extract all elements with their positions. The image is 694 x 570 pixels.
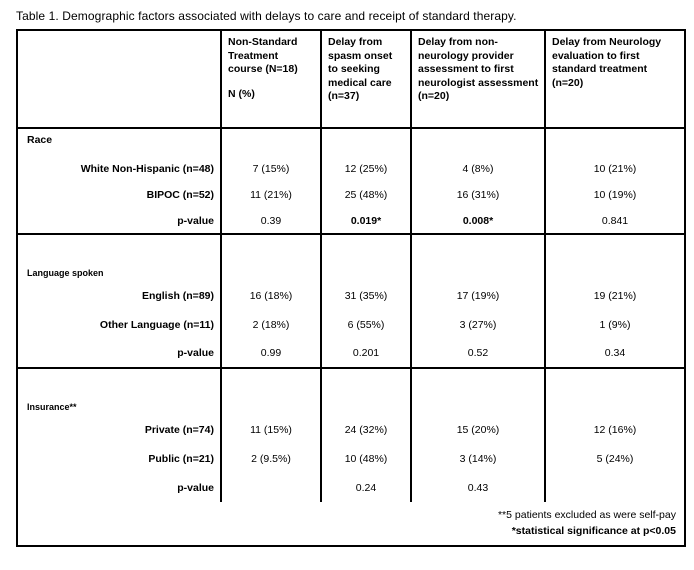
- data-cell: 11 (21%): [220, 182, 322, 208]
- data-cell: 12 (25%): [320, 156, 412, 182]
- table-footnotes: **5 patients excluded as were self-pay *…: [17, 502, 685, 546]
- document-page: Table 1. Demographic factors associated …: [16, 9, 686, 547]
- empty-cell: [220, 368, 322, 415]
- p-value-row: p-value 0.24 0.43: [16, 473, 686, 502]
- empty-cell: [320, 234, 412, 281]
- section-label-row: Language spoken: [16, 234, 686, 281]
- data-cell: 0.52: [410, 339, 546, 368]
- empty-cell: [544, 234, 686, 281]
- table-header: Non-Standard Treatment course (N=18) N (…: [16, 29, 686, 129]
- table-row: Public (n=21) 2 (9.5%) 10 (48%) 3 (14%) …: [16, 444, 686, 473]
- footnote-significance: *statistical significance at p<0.05: [511, 525, 676, 537]
- data-cell: 16 (31%): [410, 182, 546, 208]
- empty-cell: [410, 234, 546, 281]
- data-cell: 16 (18%): [220, 281, 322, 310]
- section-label: Race: [16, 128, 222, 156]
- empty-cell: [220, 234, 322, 281]
- row-label: BIPOC (n=52): [16, 182, 222, 208]
- header-n-pct: N (%): [228, 87, 255, 100]
- data-cell: [544, 473, 686, 502]
- data-cell-significant: 0.019*: [320, 208, 412, 234]
- section-label-row: Race: [16, 128, 686, 156]
- row-label: Private (n=74): [16, 415, 222, 444]
- header-cell-delay-neurology-eval: Delay from Neurology evaluation to first…: [544, 29, 686, 129]
- empty-cell: [410, 368, 546, 415]
- data-cell: 17 (19%): [410, 281, 546, 310]
- data-cell: 31 (35%): [320, 281, 412, 310]
- header-cell-nonstandard-course: Non-Standard Treatment course (N=18) N (…: [220, 29, 322, 129]
- data-cell: 0.43: [410, 473, 546, 502]
- table-row: BIPOC (n=52) 11 (21%) 25 (48%) 16 (31%) …: [16, 182, 686, 208]
- data-cell-significant: 0.008*: [410, 208, 546, 234]
- data-cell: 10 (19%): [544, 182, 686, 208]
- data-cell: 25 (48%): [320, 182, 412, 208]
- empty-cell: [544, 128, 686, 156]
- empty-cell: [544, 368, 686, 415]
- header-text: Non-Standard Treatment course (N=18): [228, 36, 298, 75]
- empty-cell: [220, 128, 322, 156]
- empty-cell: [410, 128, 546, 156]
- footnote-row: **5 patients excluded as were self-pay *…: [17, 502, 685, 546]
- data-cell: 24 (32%): [320, 415, 412, 444]
- table-row: Other Language (n=11) 2 (18%) 6 (55%) 3 …: [16, 310, 686, 339]
- footnote-cell: **5 patients excluded as were self-pay *…: [17, 502, 685, 546]
- header-cell-empty: [16, 29, 222, 129]
- empty-cell: [320, 128, 412, 156]
- p-value-row: p-value 0.99 0.201 0.52 0.34: [16, 339, 686, 368]
- data-cell: 0.201: [320, 339, 412, 368]
- row-label: p-value: [16, 339, 222, 368]
- data-cell: 0.99: [220, 339, 322, 368]
- header-row: Non-Standard Treatment course (N=18) N (…: [16, 29, 686, 129]
- row-label: English (n=89): [16, 281, 222, 310]
- data-cell: 0.24: [320, 473, 412, 502]
- data-cell: 5 (24%): [544, 444, 686, 473]
- section-label: Language spoken: [16, 234, 222, 281]
- data-cell: 3 (27%): [410, 310, 546, 339]
- table-row: White Non-Hispanic (n=48) 7 (15%) 12 (25…: [16, 156, 686, 182]
- table-row: English (n=89) 16 (18%) 31 (35%) 17 (19%…: [16, 281, 686, 310]
- empty-cell: [320, 368, 412, 415]
- data-cell: [220, 473, 322, 502]
- data-cell: 7 (15%): [220, 156, 322, 182]
- data-cell: 2 (9.5%): [220, 444, 322, 473]
- header-cell-delay-spasm-onset: Delay from spasm onset to seeking medica…: [320, 29, 412, 129]
- data-cell: 15 (20%): [410, 415, 546, 444]
- data-cell: 0.841: [544, 208, 686, 234]
- data-cell: 10 (48%): [320, 444, 412, 473]
- table-caption: Table 1. Demographic factors associated …: [16, 9, 517, 23]
- row-label: White Non-Hispanic (n=48): [16, 156, 222, 182]
- data-cell: 12 (16%): [544, 415, 686, 444]
- row-label: Public (n=21): [16, 444, 222, 473]
- demographics-table: Non-Standard Treatment course (N=18) N (…: [16, 29, 686, 547]
- data-cell: 11 (15%): [220, 415, 322, 444]
- data-cell: 4 (8%): [410, 156, 546, 182]
- section-label-row: Insurance**: [16, 368, 686, 415]
- section-label: Insurance**: [16, 368, 222, 415]
- section-race: Race White Non-Hispanic (n=48) 7 (15%) 1…: [16, 128, 686, 234]
- data-cell: 6 (55%): [320, 310, 412, 339]
- data-cell: 0.39: [220, 208, 322, 234]
- data-cell: 1 (9%): [544, 310, 686, 339]
- data-cell: 10 (21%): [544, 156, 686, 182]
- row-label: Other Language (n=11): [16, 310, 222, 339]
- row-label: p-value: [16, 208, 222, 234]
- p-value-row: p-value 0.39 0.019* 0.008* 0.841: [16, 208, 686, 234]
- section-insurance: Insurance** Private (n=74) 11 (15%) 24 (…: [16, 368, 686, 502]
- data-cell: 2 (18%): [220, 310, 322, 339]
- data-cell: 3 (14%): [410, 444, 546, 473]
- footnote-excluded: **5 patients excluded as were self-pay: [497, 509, 676, 521]
- header-cell-delay-nonneurology: Delay from non-neurology provider assess…: [410, 29, 546, 129]
- data-cell: 19 (21%): [544, 281, 686, 310]
- table-row: Private (n=74) 11 (15%) 24 (32%) 15 (20%…: [16, 415, 686, 444]
- row-label: p-value: [16, 473, 222, 502]
- section-language-spoken: Language spoken English (n=89) 16 (18%) …: [16, 234, 686, 368]
- data-cell: 0.34: [544, 339, 686, 368]
